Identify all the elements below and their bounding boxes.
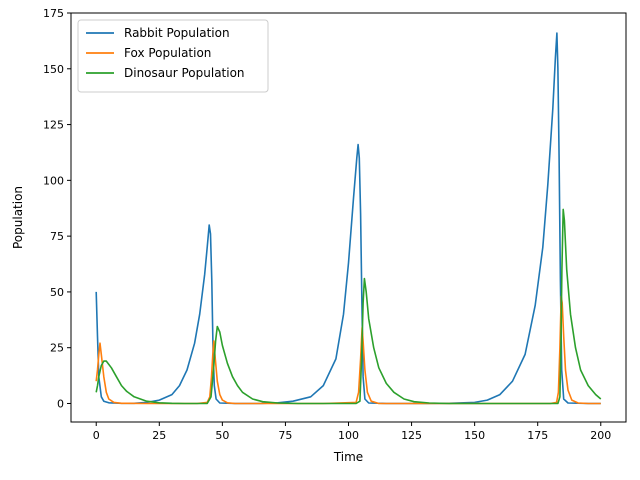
x-tick-label: 125: [401, 429, 422, 442]
legend-frame: [77, 19, 269, 93]
x-tick-label: 150: [464, 429, 485, 442]
y-tick-label: 175: [43, 7, 64, 20]
legend: Rabbit Population Fox Population Dinosaur …: [77, 19, 269, 93]
x-tick-label: 0: [93, 429, 100, 442]
y-tick-label: 125: [43, 119, 64, 132]
series-line-2: [95, 208, 602, 405]
y-tick-label: 100: [43, 174, 64, 187]
y-axis-label: Population: [11, 186, 25, 249]
ticks-layer: 0 25 50 75 100 125 150 175 200 0 25 50 75 100 125 150 17…: [43, 7, 611, 442]
legend-label-1: Fox Population: [124, 46, 211, 60]
x-tick-label: 100: [338, 429, 359, 442]
x-tick-label: 75: [278, 429, 292, 442]
y-tick-label: 75: [50, 230, 64, 243]
series-layer: [95, 32, 602, 405]
y-tick-label: 25: [50, 342, 64, 355]
x-tick-label: 50: [215, 429, 229, 442]
y-tick-label: 50: [50, 286, 64, 299]
x-tick-label: 175: [527, 429, 548, 442]
y-tick-label: 0: [57, 397, 64, 410]
series-line-1: [95, 295, 601, 405]
legend-label-2: Dinosaur Population: [124, 66, 245, 80]
legend-label-0: Rabbit Population: [124, 26, 230, 40]
x-tick-label: 25: [152, 429, 166, 442]
x-axis-label: Time: [333, 450, 363, 464]
y-tick-label: 150: [43, 63, 64, 76]
x-tick-label: 200: [590, 429, 611, 442]
series-line-0: [95, 32, 601, 405]
